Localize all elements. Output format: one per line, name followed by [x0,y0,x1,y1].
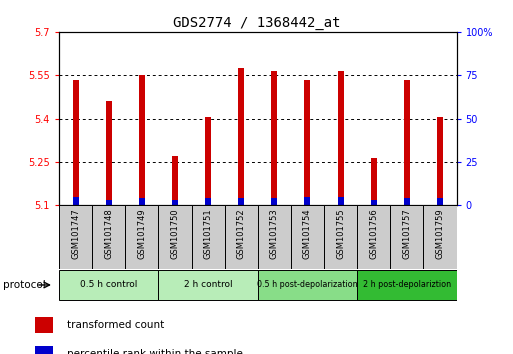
Text: protocol: protocol [3,280,45,290]
Bar [305,196,310,205]
Bar [35,346,53,354]
Bar [371,200,377,205]
Bar [205,198,211,205]
Bar [172,200,178,205]
Bar [291,205,324,269]
Bar [59,205,92,269]
Bar [106,200,112,205]
Bar [258,205,291,269]
Bar [404,80,410,205]
Bar [106,101,112,205]
Bar [271,71,278,205]
Text: 0.5 h post-depolarization: 0.5 h post-depolarization [257,280,358,290]
Bar [159,270,258,300]
Bar [191,205,225,269]
Text: GSM101749: GSM101749 [137,209,146,259]
Bar [238,198,244,205]
Text: GSM101751: GSM101751 [204,209,212,259]
Text: GSM101754: GSM101754 [303,209,312,259]
Text: percentile rank within the sample: percentile rank within the sample [67,349,243,354]
Bar [125,205,159,269]
Text: GSM101755: GSM101755 [336,209,345,259]
Bar [371,158,377,205]
Bar [357,270,457,300]
Text: GSM101747: GSM101747 [71,209,80,259]
Bar [238,68,244,205]
Text: GDS2774 / 1368442_at: GDS2774 / 1368442_at [173,16,340,30]
Bar [172,156,178,205]
Bar [423,205,457,269]
Bar [404,198,410,205]
Text: GSM101756: GSM101756 [369,209,378,259]
Bar [338,71,344,205]
Text: GSM101759: GSM101759 [436,209,444,259]
Text: GSM101753: GSM101753 [270,209,279,259]
Bar [92,205,125,269]
Text: GSM101750: GSM101750 [170,209,180,259]
Text: GSM101752: GSM101752 [236,209,246,259]
Bar [72,80,78,205]
Bar [437,117,443,205]
Text: transformed count: transformed count [67,320,165,330]
Text: 2 h post-depolariztion: 2 h post-depolariztion [363,280,451,290]
Bar [225,205,258,269]
Bar [324,205,357,269]
Bar [437,198,443,205]
Bar [271,198,278,205]
Text: GSM101757: GSM101757 [402,209,411,259]
Bar [72,196,78,205]
Bar [338,196,344,205]
Bar [35,317,53,333]
Bar [258,270,357,300]
Bar [390,205,423,269]
Bar [59,270,159,300]
Text: GSM101748: GSM101748 [104,209,113,259]
Bar [139,198,145,205]
Bar [357,205,390,269]
Text: 0.5 h control: 0.5 h control [80,280,137,290]
Bar [305,80,310,205]
Bar [205,117,211,205]
Bar [159,205,191,269]
Text: 2 h control: 2 h control [184,280,232,290]
Bar [139,75,145,205]
